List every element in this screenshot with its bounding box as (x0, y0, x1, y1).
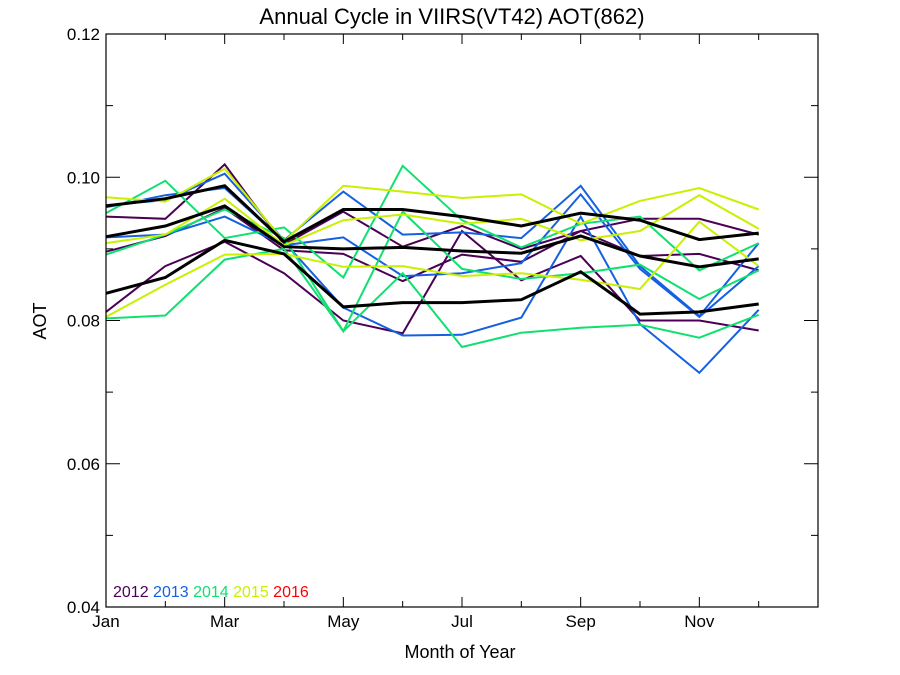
plot-lines (105, 162, 760, 375)
x-axis-label: Month of Year (404, 642, 515, 662)
legend-entry-2013: 2013 (149, 584, 189, 601)
legend-entry-2016: 2016 (269, 584, 309, 601)
series-line-9 (105, 247, 760, 349)
legend-entry-2015: 2015 (229, 584, 269, 601)
legend-entry-2014: 2014 (189, 584, 229, 601)
series-line-15 (105, 238, 759, 316)
x-tick-label: Sep (566, 612, 596, 631)
y-axis-label: AOT (30, 302, 50, 339)
x-tick-label: Mar (210, 612, 240, 631)
y-tick-label: 0.06 (67, 455, 100, 474)
legend-entry-2012: 2012 (113, 584, 149, 601)
y-tick-label: 0.08 (67, 312, 100, 331)
series-line-1 (105, 229, 759, 335)
plot-frame (105, 33, 819, 608)
legend: 2012 2013 2014 2015 2016 (113, 584, 309, 601)
series-line-14 (105, 204, 759, 269)
x-tick-label: May (327, 612, 360, 631)
axis-ticks: Jan Mar May Jul Sep Nov 0.04 0.06 0.08 0.10 0.12 (67, 25, 819, 631)
series-line-12 (105, 220, 760, 318)
y-tick-label: 0.10 (67, 168, 100, 187)
x-tick-label: Nov (684, 612, 715, 631)
series-line-4 (105, 172, 760, 318)
series-line-11 (105, 194, 760, 247)
x-tick-label: Jan (92, 612, 119, 631)
series-line-8 (105, 208, 760, 334)
legend-text: 2012 2013 2014 2015 2016 (113, 584, 309, 601)
series-line-10 (105, 167, 760, 244)
x-tick-label: Jul (451, 612, 473, 631)
chart-title: Annual Cycle in VIIRS(VT42) AOT(862) (259, 4, 644, 29)
y-tick-label: 0.12 (67, 25, 100, 44)
series-line-13 (105, 184, 759, 244)
y-tick-label: 0.04 (67, 598, 100, 617)
